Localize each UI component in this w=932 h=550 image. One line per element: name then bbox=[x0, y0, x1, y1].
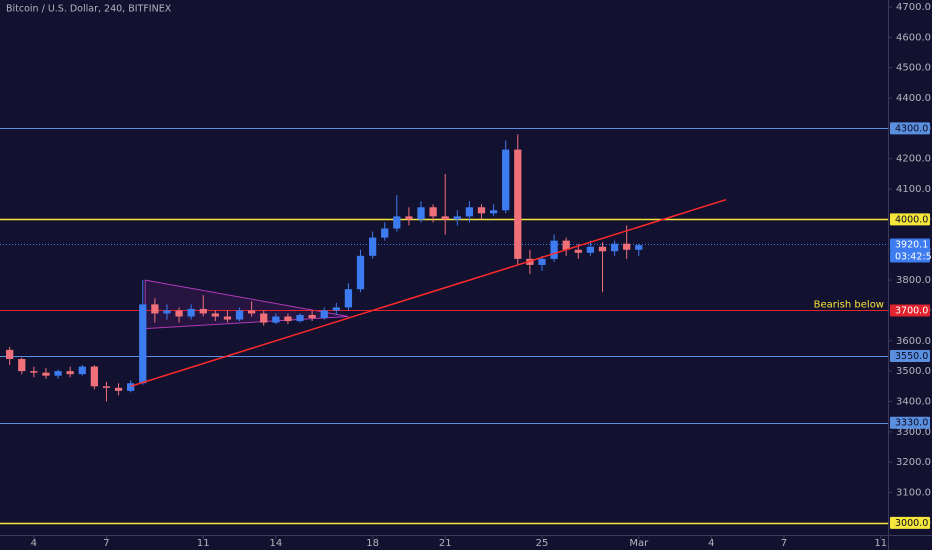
candle-body bbox=[308, 314, 316, 319]
candle-body bbox=[139, 304, 147, 384]
y-tick-label: 3600.0 bbox=[896, 336, 931, 347]
x-tick-label: 7 bbox=[103, 538, 109, 549]
candle-body bbox=[127, 383, 135, 391]
candle-body bbox=[272, 316, 280, 323]
level-badge-bg bbox=[890, 213, 930, 226]
candle-body bbox=[514, 149, 522, 259]
candle-body bbox=[114, 387, 123, 391]
candle-body bbox=[393, 216, 401, 229]
y-tick-label: 4600.0 bbox=[896, 32, 931, 43]
candle-body bbox=[610, 243, 619, 252]
candle-body bbox=[248, 310, 256, 314]
candle-body bbox=[211, 313, 219, 317]
candle-body bbox=[502, 149, 510, 211]
y-tick-label: 3400.0 bbox=[896, 396, 931, 407]
last-price-badge: 3920.1 bbox=[895, 240, 928, 251]
level-badge: 3550.0 bbox=[895, 351, 928, 362]
y-tick-label: 4100.0 bbox=[896, 184, 931, 195]
candle-body bbox=[417, 207, 425, 220]
y-tick-label: 3300.0 bbox=[896, 427, 931, 438]
candle-body bbox=[489, 210, 498, 214]
level-badge: 4300.0 bbox=[895, 123, 928, 134]
chart-title: Bitcoin / U.S. Dollar, 240, BITFINEX bbox=[6, 4, 172, 15]
x-tick-label: 11 bbox=[197, 538, 210, 549]
x-tick-label: 21 bbox=[439, 538, 452, 549]
candle-body bbox=[453, 216, 461, 220]
candle-body bbox=[635, 245, 643, 250]
last-price-badge-bg bbox=[890, 238, 930, 251]
candle-body bbox=[598, 246, 607, 252]
candle-body bbox=[54, 371, 62, 376]
candle-body bbox=[260, 313, 268, 323]
candle-body bbox=[586, 246, 595, 253]
level-note: Bearish below bbox=[814, 300, 884, 311]
candle-body bbox=[562, 240, 570, 250]
candle-body bbox=[78, 366, 86, 375]
level-badge: 3000.0 bbox=[895, 518, 928, 529]
candle-body bbox=[30, 371, 38, 373]
level-badge-bg bbox=[890, 304, 930, 317]
candle-body bbox=[429, 207, 437, 217]
y-tick-label: 3500.0 bbox=[896, 366, 931, 377]
y-tick-label: 3100.0 bbox=[896, 488, 931, 499]
candle-body bbox=[441, 216, 449, 220]
x-tick-label: 18 bbox=[366, 538, 379, 549]
candle-body bbox=[538, 258, 546, 265]
candle-body bbox=[102, 386, 111, 388]
candle-body bbox=[381, 228, 389, 238]
y-tick-label: 4200.0 bbox=[896, 154, 931, 165]
x-tick-label: 11 bbox=[874, 538, 887, 549]
level-badge-bg bbox=[890, 122, 930, 135]
x-tick-label: Mar bbox=[629, 538, 649, 549]
y-tick-label: 4400.0 bbox=[896, 93, 931, 104]
x-tick-label: 7 bbox=[781, 538, 787, 549]
y-tick-label: 3800.0 bbox=[896, 275, 931, 286]
x-tick-label: 25 bbox=[536, 538, 549, 549]
candle-body bbox=[187, 308, 195, 317]
candle-body bbox=[235, 310, 244, 320]
candle-body bbox=[623, 243, 631, 250]
candle-body bbox=[223, 316, 232, 320]
candle-body bbox=[356, 255, 365, 290]
x-tick-label: 4 bbox=[31, 538, 37, 549]
candle-body bbox=[477, 207, 486, 214]
level-badge-bg bbox=[890, 349, 930, 362]
candle-body bbox=[6, 349, 14, 359]
candle-body bbox=[18, 358, 26, 372]
candle-body bbox=[550, 240, 558, 259]
candle-body bbox=[332, 307, 340, 311]
candle-body bbox=[405, 216, 413, 220]
x-tick-label: 14 bbox=[269, 538, 282, 549]
candle-body bbox=[66, 371, 74, 375]
candle-body bbox=[151, 304, 159, 314]
level-badge-bg bbox=[890, 516, 930, 529]
candle-body bbox=[199, 308, 207, 314]
level-badge: 3330.0 bbox=[895, 418, 928, 429]
candle-body bbox=[90, 366, 98, 387]
level-badge: 4000.0 bbox=[895, 214, 928, 225]
candle-body bbox=[320, 310, 328, 319]
y-tick-label: 3200.0 bbox=[896, 457, 931, 468]
level-badge-bg bbox=[890, 416, 930, 429]
candle-body bbox=[284, 316, 292, 322]
countdown-badge-bg bbox=[890, 250, 930, 263]
y-tick-label: 4500.0 bbox=[896, 63, 931, 74]
y-tick-label: 4700.0 bbox=[896, 2, 931, 13]
candle-body bbox=[296, 314, 304, 322]
trendline bbox=[130, 198, 727, 388]
candle-body bbox=[163, 310, 171, 314]
candle-body bbox=[344, 289, 353, 308]
candle-body bbox=[465, 207, 474, 217]
candle-body bbox=[42, 372, 50, 376]
candle-body bbox=[574, 249, 582, 253]
candle-body bbox=[368, 237, 377, 256]
x-tick-label: 4 bbox=[708, 538, 714, 549]
level-badge: 3700.0 bbox=[895, 305, 928, 316]
countdown-badge: 03:42:59 bbox=[895, 252, 932, 263]
candle-body bbox=[175, 310, 183, 317]
